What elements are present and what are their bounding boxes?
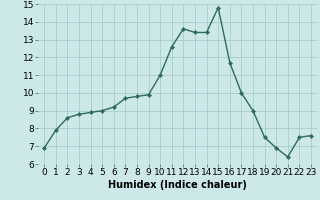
X-axis label: Humidex (Indice chaleur): Humidex (Indice chaleur) [108,180,247,190]
